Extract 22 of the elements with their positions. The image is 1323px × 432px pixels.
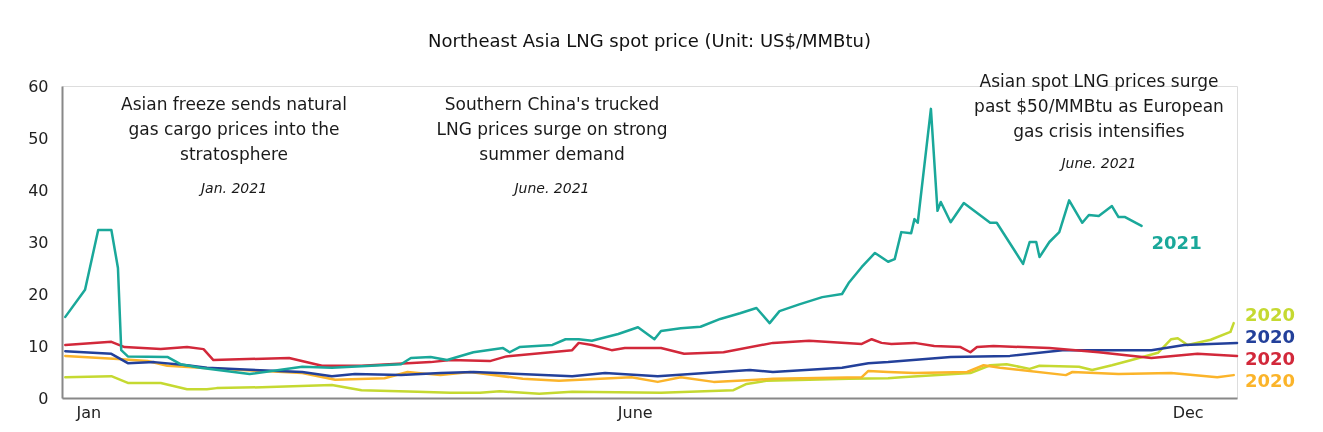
chart-title: Northeast Asia LNG spot price (Unit: US$/MMBtu) (428, 30, 871, 51)
y-tick-label: 0 (38, 388, 49, 408)
y-tick-label: 20 (28, 284, 49, 304)
y-tick-label: 40 (28, 180, 49, 200)
series-label: 2021 (1151, 231, 1202, 253)
series-label: 2020 (1245, 370, 1296, 392)
x-tick-label: Dec (1172, 402, 1204, 422)
y-tick-label: 30 (28, 232, 49, 252)
series-label: 2020 (1245, 326, 1296, 348)
x-tick-label: Jan (75, 402, 102, 422)
annotation: June. 2021 (511, 180, 590, 196)
annotation: June. 2021 (1058, 155, 1137, 171)
series-label: 2020 (1245, 348, 1296, 370)
annotation: Asian spot LNG prices surge past $50/MMBtu as European gas crisis intensifies (974, 71, 1224, 141)
y-tick-label: 10 (28, 336, 49, 356)
annotation: Southern China's trucked LNG prices surge on strong summer demand (436, 94, 668, 164)
y-tick-label: 50 (28, 128, 49, 148)
series-label: 2020 (1245, 304, 1296, 326)
annotation: Jan. 2021 (197, 180, 268, 196)
y-tick-label: 60 (28, 76, 49, 96)
x-tick-label: June (616, 402, 653, 422)
annotation: Asian freeze sends natural gas cargo prices into the stratosphere (120, 94, 348, 164)
